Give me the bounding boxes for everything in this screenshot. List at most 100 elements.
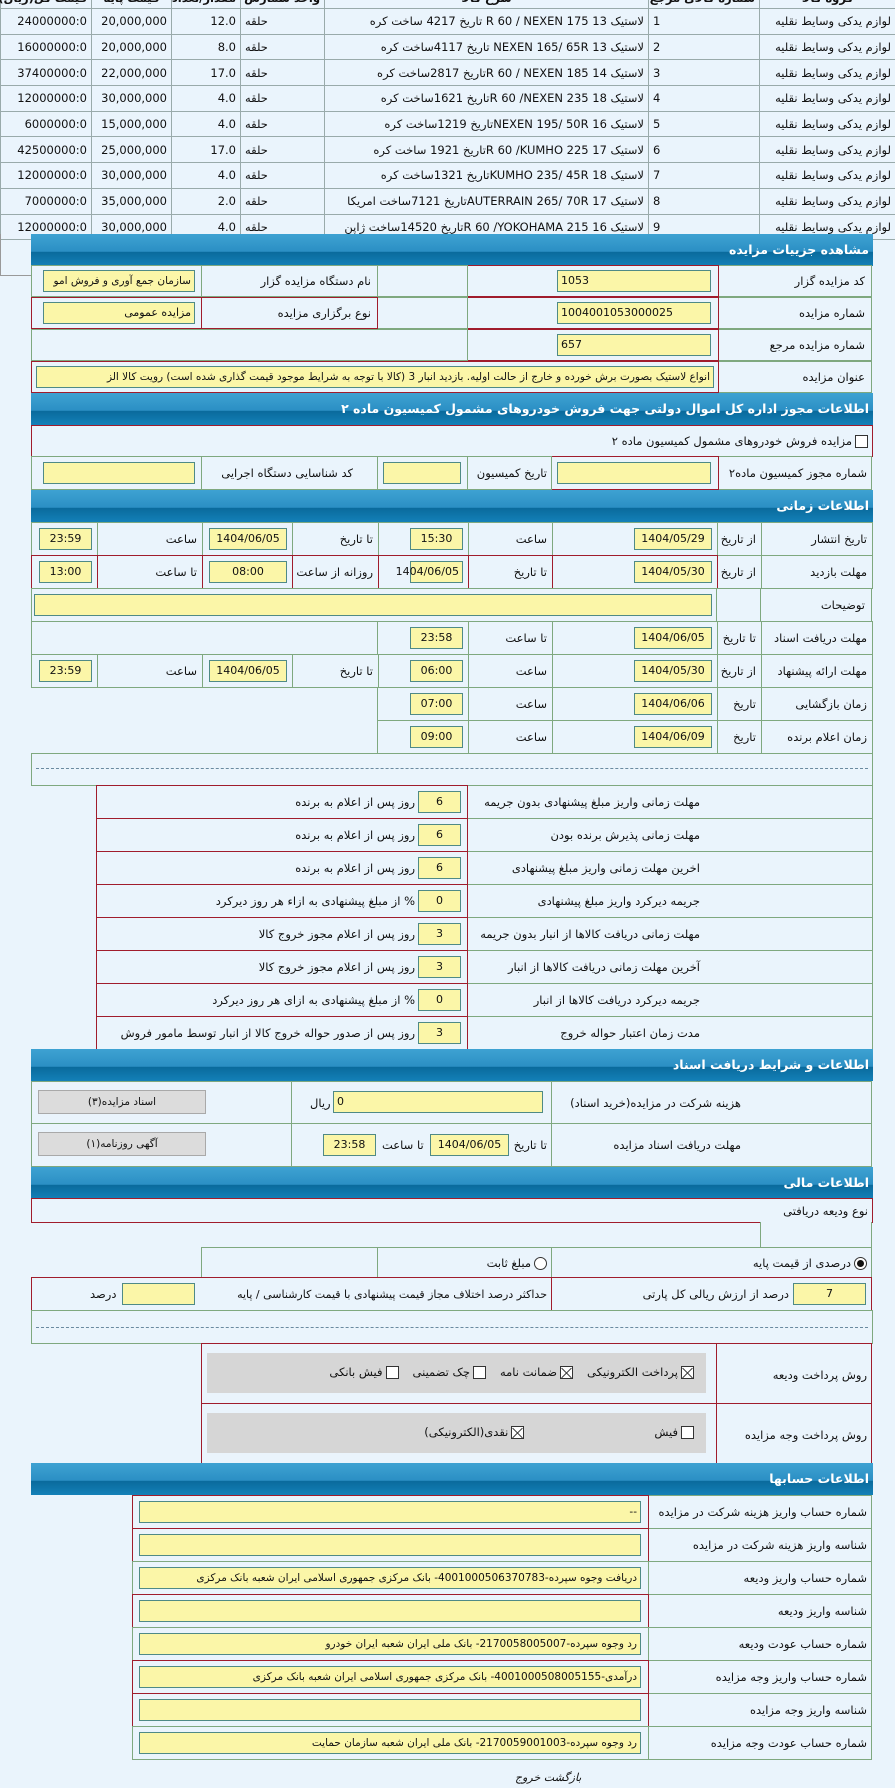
back-link[interactable]: بازگشت	[543, 1771, 582, 1784]
label: عنوان مزایده	[802, 370, 865, 384]
checkbox-icon[interactable]	[511, 1426, 525, 1439]
radio-fixed[interactable]: مبلغ ثابت	[487, 1257, 547, 1270]
deadline-suffix: % از مبلغ پیشنهادی به ازای هر روز دیرکرد	[212, 993, 415, 1007]
opening-date-field[interactable]: 1404/06/06	[634, 693, 712, 715]
radio-fixed-icon[interactable]	[534, 1257, 547, 1270]
checkbox-icon[interactable]	[560, 1366, 574, 1379]
deadline-field[interactable]: 6	[418, 791, 461, 813]
auction-docs-button[interactable]: اسناد مزایده(۳)	[38, 1090, 206, 1114]
table-cell: 6000000:0	[0, 110, 92, 138]
table-cell: 8	[648, 187, 760, 215]
account-field[interactable]: رد وجوه سپرده-2170059001003- بانک ملی ای…	[139, 1732, 641, 1754]
deadline-field[interactable]: 3	[418, 923, 461, 945]
account-field[interactable]: --	[139, 1501, 641, 1523]
method-option[interactable]: فیش	[654, 1425, 694, 1439]
max-diff-field[interactable]	[122, 1283, 195, 1305]
method-option[interactable]: فیش بانکی	[329, 1365, 399, 1379]
offer-to-field[interactable]: 1404/06/05	[209, 660, 287, 682]
publish-to-field[interactable]: 1404/06/05	[209, 528, 287, 550]
account-field[interactable]: دریافت وجوه سپرده-4001000506370783- بانک…	[139, 1567, 641, 1589]
deadline-field[interactable]: 3	[418, 956, 461, 978]
offer-from-field[interactable]: 1404/05/30	[634, 660, 712, 682]
deadline-field[interactable]: 3	[418, 1022, 461, 1044]
deadline-field[interactable]: 0	[418, 989, 461, 1011]
table-row[interactable]: لوازم یدکی وسایط نقلیه 2 لاستیک 13 NEXEN 1…	[0, 33, 895, 61]
cell: تاریخ کمیسیون	[467, 456, 552, 490]
commission-date-field[interactable]	[383, 462, 461, 484]
offer-time1-field[interactable]: 06:00	[410, 660, 463, 682]
auction-type-field[interactable]: مزایده عمومی	[43, 302, 195, 324]
label: نام دستگاه مزایده گزار	[260, 274, 371, 288]
method-label: فیش بانکی	[329, 1365, 383, 1379]
winner-date-field[interactable]: 1404/06/09	[634, 726, 712, 748]
checkbox-icon[interactable]	[472, 1366, 486, 1379]
opening-time-field[interactable]: 07:00	[410, 693, 463, 715]
notes-field[interactable]	[34, 594, 712, 616]
table-cell: 25,000,000	[91, 136, 172, 164]
label: حداکثر درصد اختلاف مجاز قیمت پیشنهادی با…	[237, 1288, 547, 1301]
deadline-field[interactable]: 0	[418, 890, 461, 912]
offer-time2-field[interactable]: 23:59	[39, 660, 92, 682]
method-option[interactable]: چک تضمینی	[413, 1365, 486, 1379]
cell: مهلت زمانی واریز مبلغ پیشنهادی بدون جریم…	[467, 785, 873, 819]
table-row[interactable]: لوازم یدکی وسایط نقلیه 6 لاستیک 17 R 60 /K…	[0, 136, 895, 164]
radio-percent[interactable]: درصدی از قیمت پایه	[753, 1257, 867, 1270]
account-field[interactable]	[139, 1600, 641, 1622]
table-row[interactable]: لوازم یدکی وسایط نقلیه 3 لاستیک 14 R 60 / …	[0, 59, 895, 87]
docs-time-field[interactable]: 23:58	[410, 627, 463, 649]
method-option[interactable]: پرداخت الکترونیکی	[587, 1365, 694, 1379]
winner-time-field[interactable]: 09:00	[410, 726, 463, 748]
commission-checkbox[interactable]	[855, 435, 868, 448]
auctioneer-code-field[interactable]: 1053	[557, 270, 711, 292]
account-field[interactable]	[139, 1534, 641, 1556]
docs-to-field[interactable]: 1404/06/05	[634, 627, 712, 649]
deadline-field[interactable]: 6	[418, 857, 461, 879]
docs-to-date-field[interactable]: 1404/06/05	[430, 1134, 509, 1156]
publish-time2-field[interactable]: 23:59	[39, 528, 92, 550]
org-name-field[interactable]: سازمان جمع آوری و فروش امو	[43, 270, 195, 292]
account-field[interactable]: رد وجوه سپرده-2170058005007- بانک ملی ای…	[139, 1633, 641, 1655]
account-field[interactable]: درآمدی-4001000508005155- بانک مرکزی جمهو…	[139, 1666, 641, 1688]
docs-to-time-field[interactable]: 23:58	[323, 1134, 376, 1156]
checkbox-icon[interactable]	[681, 1366, 694, 1379]
method-option[interactable]: ضمانت نامه	[500, 1365, 574, 1379]
cell: شماره حساب عودت وجه مزایده	[648, 1726, 872, 1760]
visit-to-field[interactable]: 1404/06/05	[396, 561, 463, 583]
checkbox-icon[interactable]	[385, 1366, 399, 1379]
visit-daily-to-field[interactable]: 13:00	[39, 561, 92, 583]
ref-number-field[interactable]: 657	[557, 334, 711, 356]
checkbox-icon[interactable]	[681, 1426, 694, 1439]
publish-from-field[interactable]: 1404/05/29	[634, 528, 712, 550]
label: تا تاریخ	[339, 664, 373, 678]
visit-daily-from-field[interactable]: 08:00	[209, 561, 287, 583]
publish-time1-field[interactable]: 15:30	[410, 528, 463, 550]
deadline-field[interactable]: 6	[418, 824, 461, 846]
table-cell: 15,000,000	[91, 110, 172, 138]
auction-number-field[interactable]: 1004001053000025	[557, 302, 711, 324]
table-row[interactable]: لوازم یدکی وسایط نقلیه 4 لاستیک 18 R 60 /N…	[0, 85, 895, 112]
permit-number-field[interactable]	[557, 462, 711, 484]
table-row[interactable]: لوازم یدکی وسایط نقلیه 5 لاستیک 16 NEXEN 1…	[0, 110, 895, 138]
label: کد شناسایی دستگاه اجرایی	[221, 466, 353, 480]
exit-link[interactable]: خروج	[515, 1771, 541, 1784]
table-cell: لوازم یدکی وسایط نقلیه	[759, 85, 895, 112]
table-row[interactable]: لوازم یدکی وسایط نقلیه 8 لاستیک 17 AUTERRA…	[0, 187, 895, 215]
table-cell: 7000000:0	[0, 187, 92, 215]
fee-field[interactable]: 0	[333, 1091, 543, 1113]
visit-from-field[interactable]: 1404/05/30	[634, 561, 712, 583]
radio-percent-icon[interactable]	[854, 1257, 867, 1270]
percent-field[interactable]: 7	[793, 1283, 866, 1305]
table-row[interactable]: لوازم یدکی وسایط نقلیه 7 لاستیک 18 KUMHO 2…	[0, 162, 895, 189]
account-field[interactable]	[139, 1699, 641, 1721]
account-label: شماره حساب واریز ودیعه	[743, 1571, 867, 1585]
auction-title-field[interactable]: انواع لاستیک بصورت برش خورده و خارج از ح…	[36, 366, 714, 388]
newspaper-ad-button[interactable]: آگهی روزنامه(۱)	[38, 1132, 206, 1156]
table-cell: 22,000,000	[91, 59, 172, 87]
commission-checkbox-row[interactable]: مزایده فروش خودروهای مشمول کمیسیون ماده …	[612, 435, 868, 448]
cell: روز پس از صدور حواله خروج کالا از انبار …	[96, 1016, 468, 1050]
method-option[interactable]: نقدی(الکترونیکی)	[424, 1425, 525, 1439]
cell: تا تاریخ	[716, 621, 762, 655]
table-row[interactable]: لوازم یدکی وسایط نقلیه 1 لاستیک 13 R 60 / …	[0, 8, 895, 35]
exec-code-field[interactable]	[43, 462, 195, 484]
table-cell: لوازم یدکی وسایط نقلیه	[759, 162, 895, 189]
